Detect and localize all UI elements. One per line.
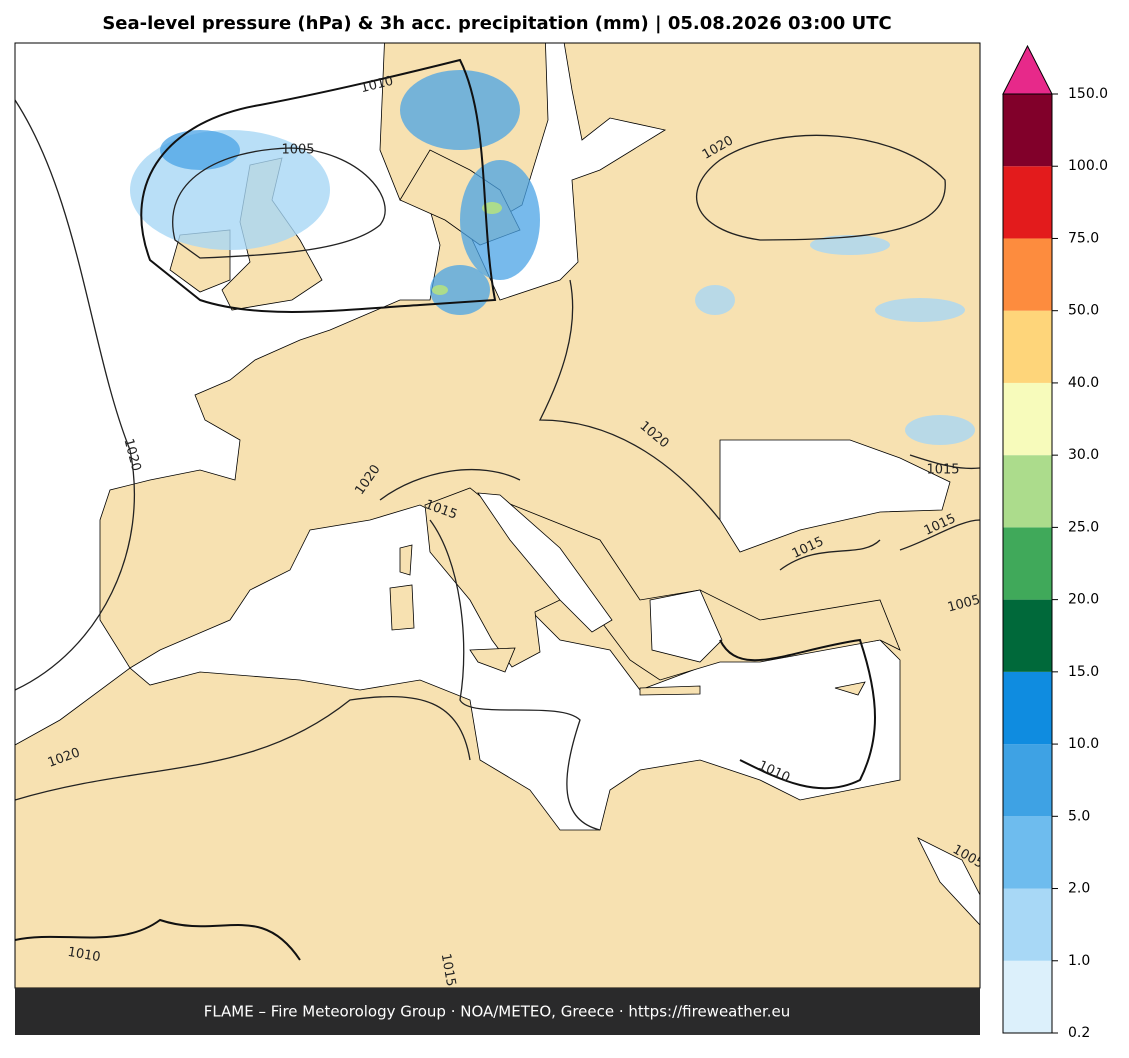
footer: FLAME – Fire Meteorology Group · NOA/MET…: [204, 1003, 791, 1021]
adriatic: [477, 492, 613, 633]
colorbar-tick-label: 100.0: [1068, 158, 1108, 174]
isobars: [15, 58, 980, 961]
colorbar-tick-label: 10.0: [1068, 736, 1099, 752]
mediterranean: [129, 504, 901, 831]
black-sea: [719, 439, 951, 553]
colorbar-segment: [1003, 310, 1052, 383]
colorbar-tick-label: 20.0: [1068, 592, 1099, 608]
colorbar-tick-label: 30.0: [1068, 447, 1099, 463]
colorbar-tick-label: 5.0: [1068, 808, 1090, 824]
colorbar-segment: [1003, 94, 1052, 167]
aegean: [649, 589, 723, 663]
colorbar-segment: [1003, 527, 1052, 600]
colorbar-tick-label: 150.0: [1068, 86, 1108, 102]
colorbar-segment: [1003, 744, 1052, 817]
colorbar-tick-label: 1.0: [1068, 953, 1090, 969]
colorbar-tick-label: 0.2: [1068, 1025, 1090, 1041]
colorbar-tick-label: 25.0: [1068, 519, 1099, 535]
cyprus: [834, 681, 866, 696]
sardinia: [389, 584, 415, 631]
colorbar-segment: [1003, 888, 1052, 961]
contour-label: 1015: [926, 463, 959, 478]
colorbar-segment: [1003, 382, 1052, 456]
red-sea: [917, 837, 980, 926]
colorbar-segment: [1003, 816, 1052, 889]
contour-label: 1005: [281, 143, 314, 158]
colorbar-tick-label: 2.0: [1068, 881, 1090, 897]
title: Sea-level pressure (hPa) & 3h acc. preci…: [102, 13, 891, 34]
colorbar-tick-label: 15.0: [1068, 664, 1099, 680]
colorbar-tick-label: 50.0: [1068, 303, 1099, 319]
colorbar-tick-label: 75.0: [1068, 230, 1099, 246]
sicily: [469, 647, 516, 673]
crete: [639, 685, 701, 696]
contour-label: 1015: [438, 952, 459, 987]
colorbar-segment: [1003, 671, 1052, 745]
colorbar-extend: [1002, 44, 1053, 95]
colorbar: 0.2 1.0 2.0 5.0 10.0 15.0 20.0 25.0 30.0 40.0 50.0…: [1002, 44, 1108, 1041]
colorbar-segment: [1003, 599, 1052, 672]
colorbar-segment: [1003, 455, 1052, 528]
colorbar-outline: [1002, 93, 1053, 1034]
colorbar-segment: [1003, 238, 1052, 311]
atlantic: [15, 43, 441, 746]
map: 1010 1005 1020 1020 1020 1015 1020 1015 …: [15, 43, 980, 988]
colorbar-tick-label: 40.0: [1068, 375, 1099, 391]
precipitation: [130, 70, 975, 445]
colorbar-segment: [1003, 166, 1052, 239]
contour-label: 1010: [66, 945, 101, 966]
colorbar-segment: [1003, 960, 1052, 1033]
corsica: [399, 544, 413, 576]
footer-bar: [15, 988, 980, 1035]
